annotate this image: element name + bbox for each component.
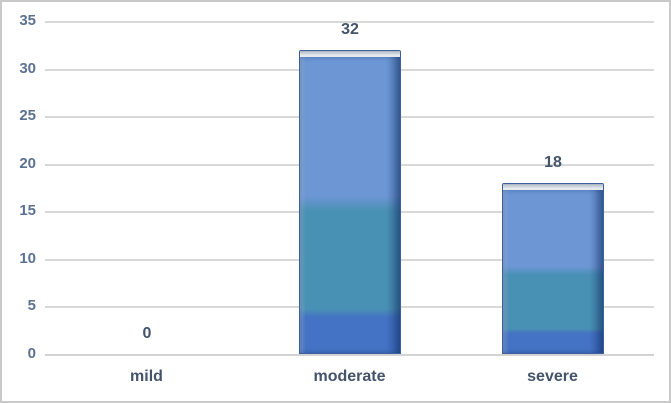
category-label-moderate: moderate bbox=[313, 368, 386, 385]
y-tick-label-25: 25 bbox=[19, 107, 36, 124]
bar-fill-moderate bbox=[300, 57, 400, 353]
y-tick-label-30: 30 bbox=[19, 60, 36, 77]
y-tick-label-20: 20 bbox=[19, 155, 36, 172]
bar-severe bbox=[502, 183, 604, 354]
data-label-moderate: 32 bbox=[341, 21, 359, 38]
y-tick-label-15: 15 bbox=[19, 202, 36, 219]
data-label-severe: 18 bbox=[544, 154, 562, 171]
data-label-mild: 0 bbox=[142, 325, 152, 342]
y-tick-label-0: 0 bbox=[27, 345, 36, 362]
y-tick-label-10: 10 bbox=[19, 250, 36, 267]
category-label-severe: severe bbox=[527, 368, 578, 385]
x-axis-line bbox=[45, 354, 654, 356]
category-label-mild: mild bbox=[130, 368, 163, 385]
bar-moderate bbox=[299, 50, 401, 354]
gridline-35 bbox=[45, 21, 654, 23]
y-tick-label-5: 5 bbox=[27, 297, 36, 314]
bar-top-bevel-severe bbox=[503, 184, 603, 190]
bar-top-bevel-moderate bbox=[300, 51, 400, 57]
bar-fill-severe bbox=[503, 190, 603, 353]
y-tick-label-35: 35 bbox=[19, 12, 36, 29]
